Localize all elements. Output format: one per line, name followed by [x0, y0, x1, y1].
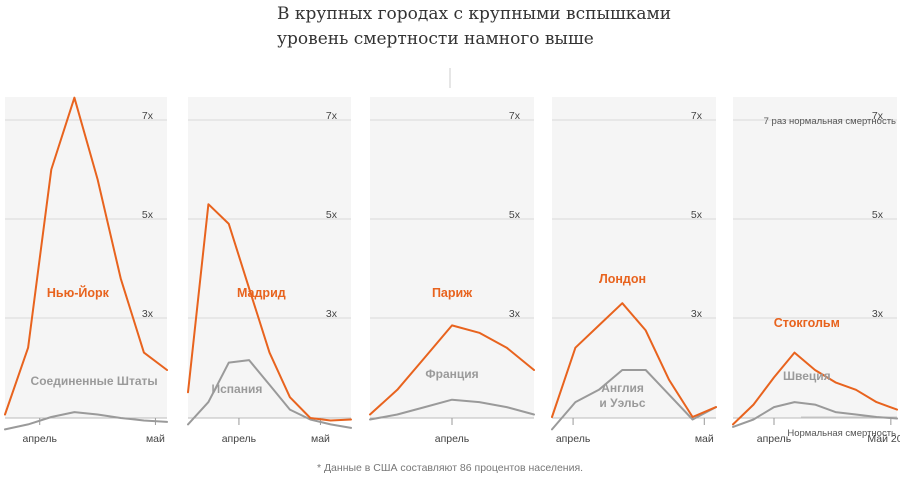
city-series-label: Лондон — [599, 272, 646, 286]
annotation-top: 7 раз нормальная смертность — [764, 116, 896, 127]
chart-panel-2: 7x 5x 3x апрель май Мадрид Испания — [187, 97, 352, 445]
y-tick-label: 5x — [691, 209, 703, 221]
country-series-line — [187, 359, 352, 429]
y-tick-label: 7x — [691, 110, 703, 122]
country-series-line — [732, 401, 898, 428]
y-tick-label: 5x — [509, 209, 521, 221]
chart-title-line-2: уровень смертности намного выше — [277, 29, 594, 49]
y-tick-label: 5x — [872, 209, 884, 221]
panel-background — [552, 97, 716, 418]
chart-panel-4: 7x 5x 3x апрель май Лондон Англия и Уэльс — [551, 97, 717, 445]
city-series-line — [369, 324, 535, 416]
y-tick-label: 3x — [326, 308, 338, 320]
country-series-label: Швеция — [783, 369, 831, 383]
city-series-line — [4, 96, 168, 416]
panel-background — [370, 97, 534, 418]
country-series-line — [369, 398, 535, 421]
country-series-label: Англия и Уэльс — [599, 381, 646, 410]
chart-panel-3: 7x 5x 3x апрель Париж Франция — [369, 97, 535, 445]
city-series-line — [732, 351, 898, 426]
chart-panel-1: 7x 5x 3x апрель май Нью-Йорк Соединенные Штаты — [4, 96, 168, 445]
city-series-line — [551, 302, 717, 418]
y-tick-label: 3x — [691, 308, 703, 320]
annotation-bottom: Нормальная смертность — [787, 428, 896, 439]
country-series-line — [551, 369, 717, 431]
y-tick-label: 3x — [509, 308, 521, 320]
country-series-label: Франция — [425, 367, 478, 381]
chart-panel-5: 7x 5x 3x апрель Май 2020 7 раз нормальная сме… — [732, 97, 900, 445]
x-tick-label: май — [146, 433, 165, 445]
y-tick-label: 7x — [509, 110, 521, 122]
x-tick-label: апрель — [556, 433, 591, 445]
city-series-label: Мадрид — [237, 286, 286, 300]
y-tick-label: 7x — [872, 110, 884, 122]
x-tick-label: май — [311, 433, 330, 445]
x-tick-label: апрель — [435, 433, 470, 445]
country-series-line — [4, 411, 168, 431]
footnote: * Данные в США составляют 86 процентов н… — [317, 462, 583, 474]
chart-title-line-1: В крупных городах с крупными вспышками — [277, 4, 671, 24]
city-series-label: Нью-Йорк — [47, 285, 110, 300]
y-tick-label: 3x — [872, 308, 884, 320]
panel-background — [733, 97, 897, 418]
chart-panels: 7x 5x 3x апрель май Нью-Йорк Соединенные Штаты… — [4, 96, 900, 445]
country-series-label: Соединенные Штаты — [31, 374, 158, 388]
y-tick-label: 3x — [142, 308, 154, 320]
country-series-label: Испания — [211, 382, 262, 396]
panel-background — [188, 97, 351, 418]
city-series-label: Париж — [432, 286, 472, 300]
y-tick-label: 7x — [142, 110, 154, 122]
y-tick-label: 7x — [326, 110, 338, 122]
y-tick-label: 5x — [142, 209, 154, 221]
city-series-line — [187, 203, 352, 422]
x-tick-label: апрель — [757, 433, 792, 445]
x-tick-label: апрель — [222, 433, 257, 445]
panel-background — [5, 97, 167, 418]
x-tick-label: апрель — [22, 433, 57, 445]
x-tick-label: май — [695, 433, 714, 445]
city-series-label: Стокгольм — [774, 316, 840, 330]
x-tick-label: Май 2020 — [867, 433, 900, 445]
y-tick-label: 5x — [326, 209, 338, 221]
